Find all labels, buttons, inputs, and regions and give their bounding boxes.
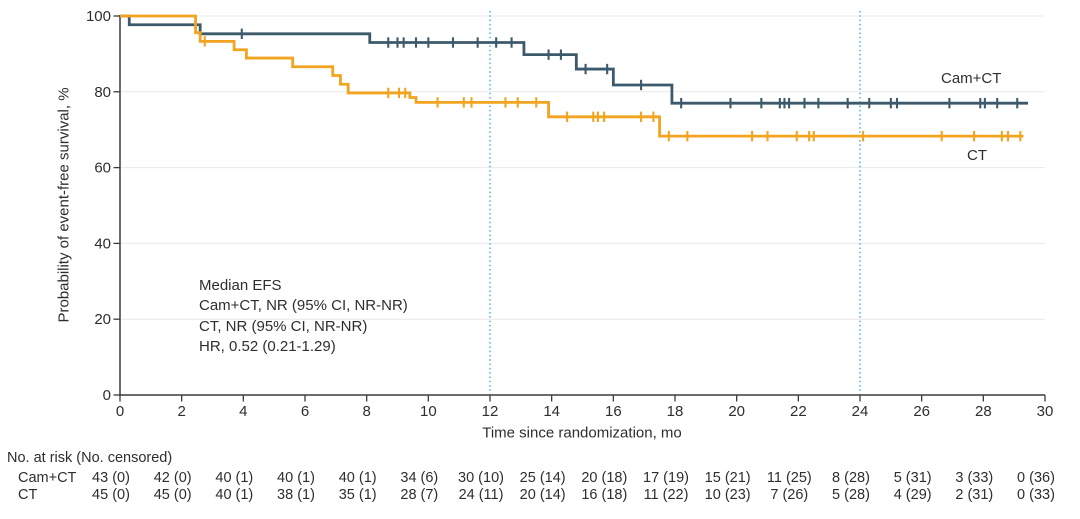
- x-tick-label: 26: [913, 403, 930, 420]
- risk-value: 45 (0): [153, 487, 192, 503]
- x-axis-title: Time since randomization, mo: [482, 424, 682, 442]
- risk-table-header: No. at risk (No. censored): [7, 450, 173, 466]
- x-tick-label: 6: [301, 403, 309, 420]
- x-tick-label: 4: [239, 403, 247, 420]
- risk-row-label: Cam+CT: [18, 470, 77, 486]
- median-efs-annotation: Median EFS Cam+CT, NR (95% CI, NR-NR) CT…: [199, 276, 408, 357]
- risk-value: 40 (1): [215, 470, 254, 486]
- risk-value: 5 (31): [893, 470, 932, 486]
- y-tick-label: 0: [103, 387, 111, 404]
- risk-value: 10 (23): [704, 487, 751, 503]
- risk-value: 45 (0): [92, 487, 130, 503]
- x-tick-label: 0: [116, 403, 124, 420]
- risk-value: 3 (33): [955, 470, 994, 486]
- x-tick-label: 24: [852, 403, 869, 420]
- annotation-line-hr: HR, 0.52 (0.21-1.29): [199, 337, 336, 355]
- x-tick-label: 8: [362, 403, 370, 420]
- series-label-ct: CT: [967, 147, 987, 164]
- risk-value: 15 (21): [704, 470, 751, 486]
- risk-value: 34 (6): [400, 470, 439, 486]
- risk-value: 0 (36): [1017, 470, 1055, 486]
- risk-value: 8 (28): [832, 470, 870, 486]
- x-tick-label: 18: [667, 403, 684, 420]
- risk-value: 0 (33): [1017, 487, 1055, 503]
- km-curve-cam-ct: [120, 14, 1029, 105]
- x-tick-label: 2: [177, 403, 185, 420]
- risk-value: 40 (1): [338, 470, 377, 486]
- y-tick-label: 80: [94, 84, 111, 101]
- risk-row-cam-ct: Cam+CT 43 (0) 42 (0) 40 (1) 40 (1) 40 (1) 34 …: [0, 470, 1080, 487]
- annotation-line-median-efs: Median EFS: [199, 277, 282, 294]
- risk-value: 40 (1): [277, 470, 315, 486]
- series-label-cam-ct: Cam+CT: [941, 70, 1002, 87]
- risk-value: 20 (18): [581, 470, 628, 486]
- x-tick-label: 28: [975, 403, 992, 420]
- risk-row-ct: CT 45 (0) 45 (0) 40 (1) 38 (1) 35 (1) 28 (7) 2…: [0, 487, 1080, 504]
- annotation-line-ct: CT, NR (95% CI, NR-NR): [199, 317, 368, 335]
- x-tick-label: 20: [728, 403, 745, 420]
- risk-value: 11 (22): [643, 487, 689, 503]
- risk-value: 24 (11): [458, 487, 504, 503]
- risk-value: 17 (19): [643, 470, 689, 486]
- risk-value: 20 (14): [519, 487, 566, 503]
- y-tick-label: 60: [94, 160, 111, 177]
- risk-row-label: CT: [18, 487, 38, 503]
- x-tick-label: 14: [543, 403, 560, 420]
- risk-value: 38 (1): [277, 487, 315, 503]
- risk-value: 11 (25): [766, 470, 812, 486]
- risk-value: 40 (1): [215, 487, 254, 503]
- risk-value: 28 (7): [400, 487, 439, 503]
- y-tick-label: 20: [94, 311, 111, 328]
- x-tick-label: 22: [790, 403, 807, 420]
- risk-value: 5 (28): [832, 487, 870, 503]
- risk-value: 2 (31): [955, 487, 994, 503]
- y-axis-title: Probability of event-free survival, %: [55, 87, 73, 323]
- risk-value: 43 (0): [92, 470, 130, 486]
- x-tick-label: 16: [605, 403, 622, 420]
- x-tick-label: 10: [420, 403, 437, 420]
- annotation-line-cam-ct: Cam+CT, NR (95% CI, NR-NR): [199, 297, 408, 315]
- y-tick-label: 100: [86, 8, 111, 25]
- risk-value: 25 (14): [519, 470, 566, 486]
- risk-value: 16 (18): [581, 487, 628, 503]
- risk-value: 42 (0): [153, 470, 192, 486]
- risk-value: 7 (26): [770, 487, 809, 503]
- x-tick-label: 30: [1037, 403, 1054, 420]
- y-tick-label: 40: [94, 235, 111, 252]
- risk-value: 4 (29): [893, 487, 932, 503]
- risk-value: 35 (1): [338, 487, 377, 503]
- risk-value: 30 (10): [458, 470, 504, 486]
- x-tick-label: 12: [482, 403, 499, 420]
